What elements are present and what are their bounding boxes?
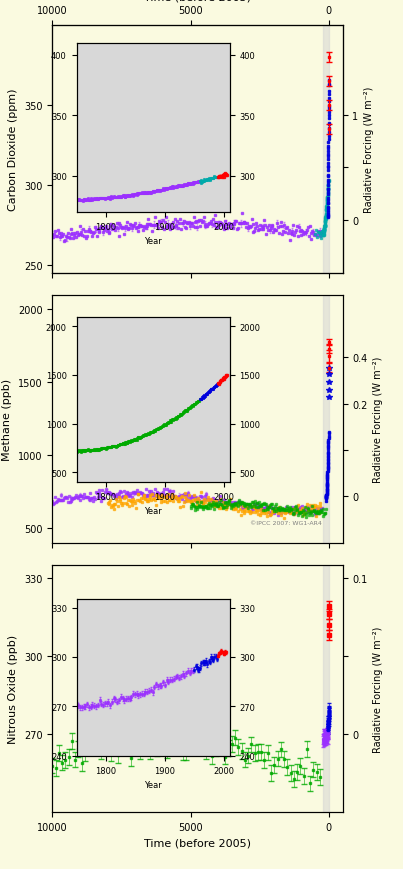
- Y-axis label: Radiative Forcing (W m⁻²): Radiative Forcing (W m⁻²): [373, 626, 383, 752]
- Text: ©IPCC 2007: WG1-AR4: ©IPCC 2007: WG1-AR4: [250, 521, 322, 526]
- X-axis label: Time (before 2005): Time (before 2005): [144, 838, 251, 848]
- Y-axis label: Nitrous Oxide (ppb): Nitrous Oxide (ppb): [8, 634, 19, 743]
- Bar: [323, 26, 329, 274]
- X-axis label: Year: Year: [144, 780, 162, 789]
- X-axis label: Time (before 2005): Time (before 2005): [144, 0, 251, 3]
- Y-axis label: Radiative Forcing (W m⁻²): Radiative Forcing (W m⁻²): [373, 356, 383, 482]
- Y-axis label: Methane (ppb): Methane (ppb): [2, 378, 12, 461]
- Bar: [323, 565, 329, 813]
- Bar: [323, 295, 329, 543]
- X-axis label: Year: Year: [144, 507, 162, 515]
- Y-axis label: Radiative Forcing (W m⁻²): Radiative Forcing (W m⁻²): [364, 87, 374, 213]
- X-axis label: Year: Year: [144, 237, 162, 246]
- Y-axis label: Carbon Dioxide (ppm): Carbon Dioxide (ppm): [8, 89, 19, 211]
